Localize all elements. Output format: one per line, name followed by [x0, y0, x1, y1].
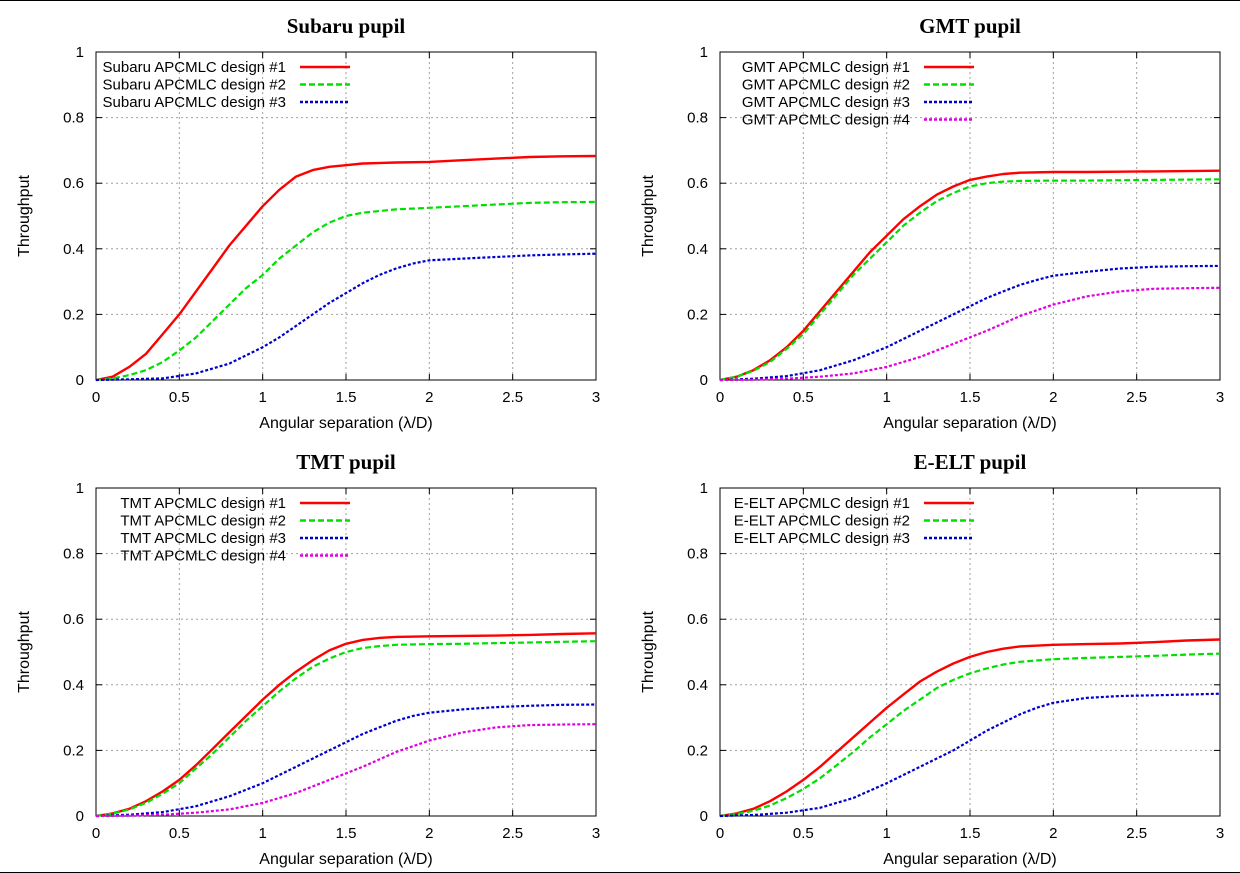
y-tick-label: 0.6	[687, 175, 708, 192]
legend-label-design-1: E-ELT APCMLC design #1	[734, 495, 910, 512]
x-tick-label: 0	[716, 825, 724, 842]
x-tick-label: 0.5	[169, 825, 190, 842]
y-tick-label: 0.4	[687, 241, 708, 258]
y-tick-label: 0.8	[63, 110, 84, 127]
x-tick-label: 2	[1049, 825, 1057, 842]
x-tick-label: 1.5	[960, 389, 981, 406]
y-axis-label: Throughput	[16, 611, 33, 693]
legend-label-design-2: TMT APCMLC design #2	[120, 513, 286, 530]
x-tick-label: 1	[882, 389, 890, 406]
legend-label-design-3: Subaru APCMLC design #3	[103, 94, 286, 111]
chart-title: GMT pupil	[919, 14, 1021, 38]
series-line-design-2	[95, 640, 597, 818]
chart-panel-eelt: E-ELT pupil 0 0.5 1 1.5 2 2.5 3 0 0.2 0.4 0.6 0.8 1 An…	[640, 450, 1224, 868]
x-tick-label: 1.5	[960, 825, 981, 842]
y-tick-label: 0.4	[687, 677, 708, 694]
x-tick-label: 1.5	[336, 389, 357, 406]
series-line-design-1	[719, 638, 1221, 818]
y-tick-label: 0	[76, 372, 84, 389]
series-line-design-3	[95, 252, 597, 382]
y-tick-label: 0.8	[687, 110, 708, 127]
x-tick-label: 3	[592, 825, 600, 842]
x-tick-label: 2.5	[1126, 825, 1147, 842]
chart-panel-tmt: TMT pupil 0 0.5 1 1.5 2 2.5 3 0 0.2 0.4 0.6 0.8 1 Angu…	[16, 450, 600, 868]
x-tick-label: 0	[716, 389, 724, 406]
x-tick-label: 0.5	[793, 389, 814, 406]
y-tick-label: 0.2	[687, 742, 708, 759]
y-axis-label: Throughput	[16, 175, 33, 257]
x-tick-label: 2.5	[1126, 389, 1147, 406]
x-tick-label: 2	[425, 389, 433, 406]
legend-label-design-3: GMT APCMLC design #3	[742, 94, 910, 111]
series-line-design-2	[719, 178, 1221, 382]
series-line-design-4	[95, 723, 597, 818]
series-line-design-1	[719, 169, 1221, 382]
x-tick-label: 1	[258, 825, 266, 842]
x-axis-label: Angular separation (λ/D)	[883, 851, 1056, 868]
x-tick-label: 2	[1049, 389, 1057, 406]
y-tick-label: 1	[700, 44, 708, 61]
x-tick-label: 2.5	[502, 825, 523, 842]
x-tick-label: 2.5	[502, 389, 523, 406]
series-line-design-2	[719, 652, 1221, 818]
y-tick-label: 1	[76, 44, 84, 61]
x-tick-label: 0.5	[169, 389, 190, 406]
y-tick-label: 0.8	[63, 546, 84, 563]
series-line-design-3	[719, 692, 1221, 818]
y-tick-label: 0.2	[687, 306, 708, 323]
x-tick-label: 3	[592, 389, 600, 406]
legend-label-design-4: TMT APCMLC design #4	[120, 548, 286, 565]
x-tick-label: 0	[92, 825, 100, 842]
legend-label-design-2: Subaru APCMLC design #2	[103, 77, 286, 94]
y-tick-label: 0.2	[63, 306, 84, 323]
x-axis-label: Angular separation (λ/D)	[883, 415, 1056, 432]
y-tick-label: 0	[700, 372, 708, 389]
y-tick-label: 0.6	[687, 611, 708, 628]
legend-label-design-1: GMT APCMLC design #1	[742, 59, 910, 76]
series-line-design-2	[95, 200, 597, 382]
x-tick-label: 1	[882, 825, 890, 842]
series-line-design-1	[95, 632, 597, 818]
x-axis-label: Angular separation (λ/D)	[259, 415, 432, 432]
x-tick-label: 3	[1216, 825, 1224, 842]
series-line-design-3	[719, 264, 1221, 382]
chart-title: TMT pupil	[296, 450, 396, 474]
legend-label-design-1: Subaru APCMLC design #1	[103, 59, 286, 76]
series-line-design-3	[95, 703, 597, 818]
y-axis-label: Throughput	[640, 611, 657, 693]
chart-title: E-ELT pupil	[914, 450, 1027, 474]
series-line-design-4	[719, 286, 1221, 382]
x-tick-label: 3	[1216, 389, 1224, 406]
legend-label-design-3: E-ELT APCMLC design #3	[734, 530, 910, 547]
y-tick-label: 0.8	[687, 546, 708, 563]
y-tick-label: 0	[700, 808, 708, 825]
chart-panel-gmt: GMT pupil 0 0.5 1 1.5 2 2.5 3 0 0.2 0.4 0.6 0.8 1 Angu…	[640, 14, 1224, 432]
chart-panel-subaru: Subaru pupil 0 0.5 1 1.5 2 2.5 3 0 0.2 0.4 0.6 0.8 1 A…	[16, 14, 600, 432]
x-tick-label: 2	[425, 825, 433, 842]
legend-label-design-3: TMT APCMLC design #3	[120, 530, 286, 547]
x-tick-label: 0.5	[793, 825, 814, 842]
legend-label-design-1: TMT APCMLC design #1	[120, 495, 286, 512]
x-tick-label: 1	[258, 389, 266, 406]
y-tick-label: 0.6	[63, 611, 84, 628]
y-tick-label: 0.2	[63, 742, 84, 759]
top-border-line	[0, 0, 1240, 1]
y-tick-label: 0.4	[63, 677, 84, 694]
y-tick-label: 0.4	[63, 241, 84, 258]
series-line-design-1	[95, 154, 597, 382]
x-tick-label: 0	[92, 389, 100, 406]
y-tick-label: 1	[700, 480, 708, 497]
legend-label-design-2: E-ELT APCMLC design #2	[734, 513, 910, 530]
x-tick-label: 1.5	[336, 825, 357, 842]
y-axis-label: Throughput	[640, 175, 657, 257]
legend-label-design-2: GMT APCMLC design #2	[742, 77, 910, 94]
y-tick-label: 1	[76, 480, 84, 497]
legend-label-design-4: GMT APCMLC design #4	[742, 112, 910, 129]
y-tick-label: 0.6	[63, 175, 84, 192]
y-tick-label: 0	[76, 808, 84, 825]
x-axis-label: Angular separation (λ/D)	[259, 851, 432, 868]
chart-title: Subaru pupil	[287, 14, 406, 38]
